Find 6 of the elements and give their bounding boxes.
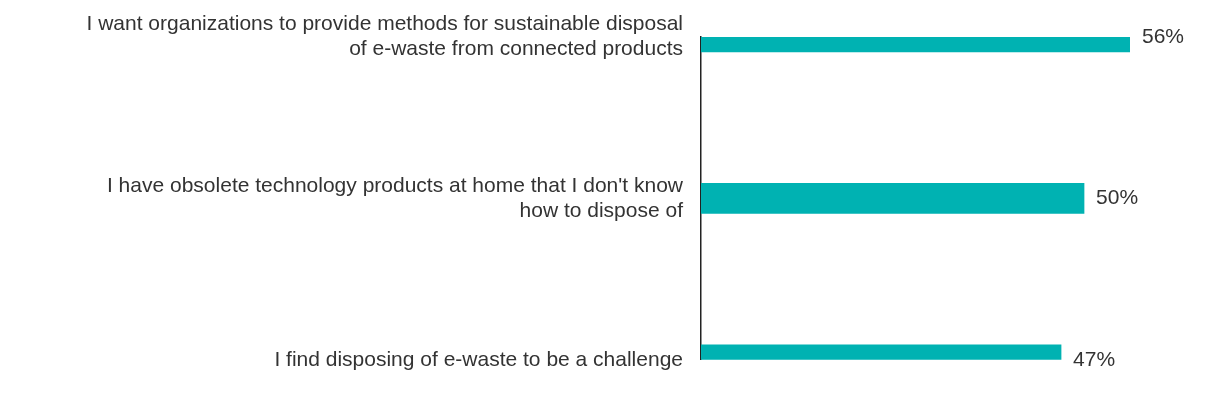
- data-label: 56%: [1142, 23, 1185, 47]
- data-label: 50%: [1096, 185, 1139, 209]
- data-label: 47%: [1073, 346, 1116, 370]
- y-tick-label: I have obsolete technology products at home that I don't know how to dispose of: [106, 172, 684, 221]
- y-tick-label: I find disposing of e-waste to be a challenge: [274, 346, 683, 370]
- y-tick-label: I want organizations to provide methods for sustainable disposal of e-waste from connected products: [86, 11, 683, 60]
